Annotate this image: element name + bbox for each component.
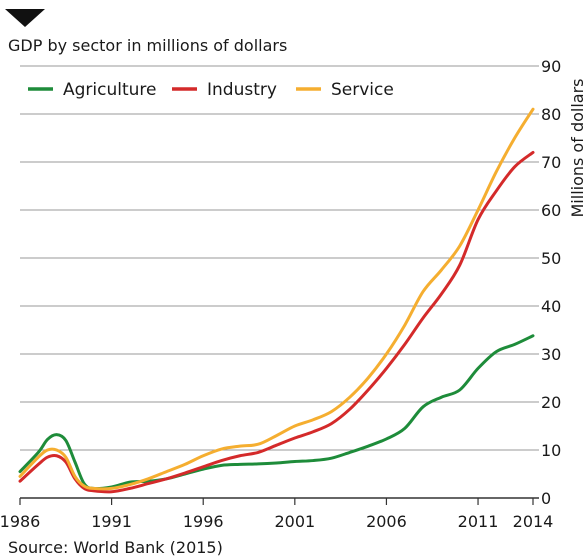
series-line-agriculture [18,334,535,491]
x-tick-label: 1991 [91,512,132,531]
y-tick-label: 90 [541,57,561,76]
legend-label-industry: Industry [207,80,277,100]
chart-title: GDP by sector in millions of dollars [8,36,288,55]
y-tick-label: 70 [541,153,561,172]
y-tick-label: 40 [541,297,561,316]
source-note: Source: World Bank (2015) [8,538,223,557]
section-marker-icon [5,9,45,27]
x-tick-label: 2014 [513,512,554,531]
series-line-service [18,107,535,491]
y-tick-label: 0 [541,489,551,508]
legend-label-agriculture: Agriculture [63,80,157,100]
y-tick-label: 50 [541,249,561,268]
series-line-industry [18,150,535,494]
y-tick-label: 10 [541,441,561,460]
y-tick-label: 30 [541,345,561,364]
x-tick-label: 2011 [458,512,499,531]
x-tick-label: 2006 [366,512,407,531]
y-tick-label: 20 [541,393,561,412]
y-axis-title: Millions of dollars [568,79,587,218]
y-tick-label: 60 [541,201,561,220]
y-tick-label: 80 [541,105,561,124]
legend-label-service: Service [331,80,394,100]
x-tick-label: 1996 [183,512,224,531]
x-tick-label: 1986 [0,512,40,531]
x-tick-label: 2001 [274,512,315,531]
